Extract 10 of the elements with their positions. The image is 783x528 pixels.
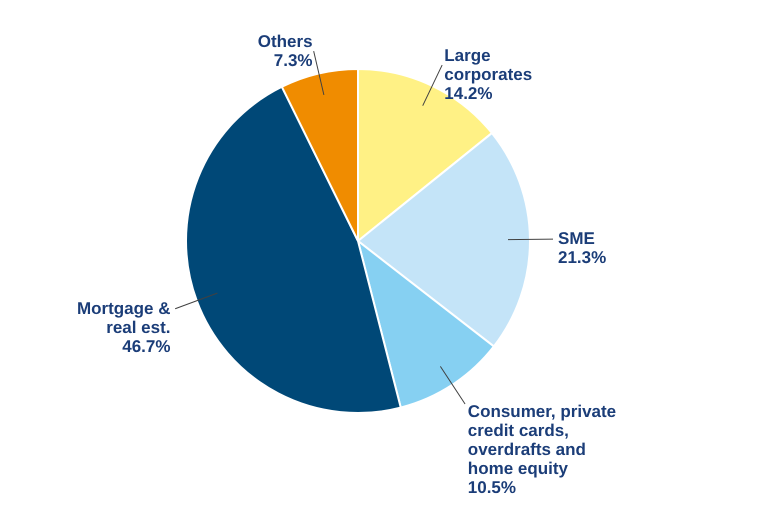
data-label: 7.3% bbox=[274, 51, 313, 70]
slice-label: Others bbox=[258, 32, 313, 52]
data-label: 46.7% bbox=[122, 336, 170, 356]
data-label: 10.5% bbox=[468, 478, 516, 497]
slice-label: SME bbox=[558, 229, 595, 248]
data-label: 21.3% bbox=[558, 248, 606, 268]
slice-label: Mortgage & real est. bbox=[76, 298, 170, 337]
slice-label: Large corporates bbox=[444, 46, 532, 84]
data-label: 14.2% bbox=[444, 84, 492, 104]
slice-label: Consumer, private credit cards, overdrafts and home equity bbox=[468, 402, 616, 478]
